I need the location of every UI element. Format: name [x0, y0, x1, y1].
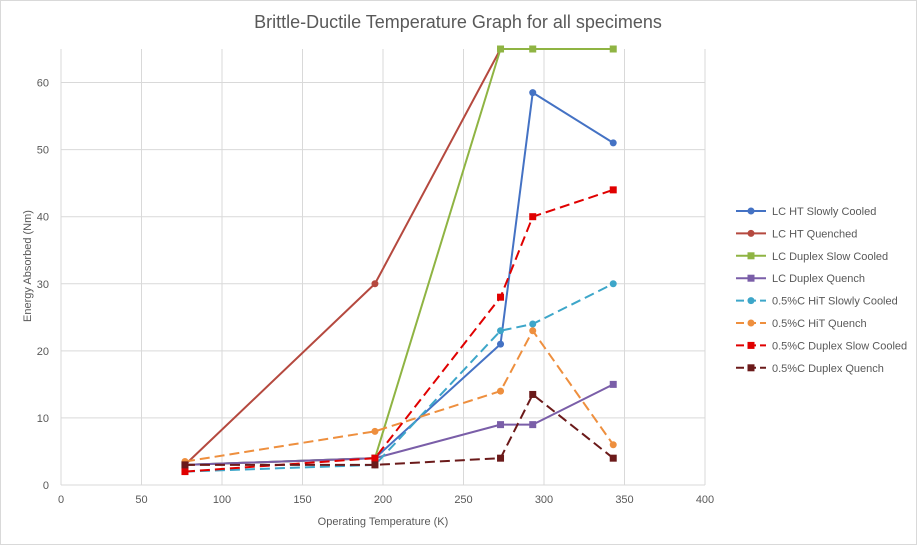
data-point — [371, 280, 379, 288]
data-point — [529, 213, 537, 221]
data-point — [497, 45, 505, 53]
data-point — [609, 454, 617, 462]
data-point — [529, 320, 537, 328]
legend-label: LC Duplex Slow Cooled — [772, 251, 888, 263]
legend-item: LC HT Quenched — [736, 228, 857, 240]
legend-label: LC HT Slowly Cooled — [772, 206, 876, 218]
data-point — [497, 387, 505, 395]
data-point — [609, 45, 617, 53]
y-tick-label: 20 — [37, 346, 49, 358]
y-tick-label: 40 — [37, 212, 49, 224]
data-point — [609, 186, 617, 194]
data-point — [529, 421, 537, 429]
data-point — [371, 454, 379, 462]
data-point — [497, 421, 505, 429]
x-tick-label: 200 — [374, 494, 392, 506]
legend-label: 0.5%C Duplex Quench — [772, 363, 884, 375]
y-tick-label: 50 — [37, 145, 49, 157]
x-tick-label: 0 — [58, 494, 64, 506]
series-group — [181, 186, 617, 476]
x-axis-title: Operating Temperature (K) — [318, 516, 449, 528]
x-tick-label: 150 — [293, 494, 311, 506]
legend-marker — [747, 319, 755, 327]
y-tick-label: 30 — [37, 279, 49, 291]
data-point — [497, 340, 505, 348]
legend-item: LC HT Slowly Cooled — [736, 206, 876, 218]
legend-label: LC Duplex Quench — [772, 273, 865, 285]
data-point — [181, 468, 189, 476]
x-tick-label: 50 — [135, 494, 147, 506]
legend-marker — [747, 252, 755, 260]
series-line — [184, 282, 614, 473]
x-tick-label: 100 — [213, 494, 231, 506]
legend-marker — [747, 297, 755, 305]
x-tick-label: 400 — [696, 494, 714, 506]
gridlines — [60, 49, 706, 486]
data-point — [529, 45, 537, 53]
data-point — [497, 454, 505, 462]
legend: LC HT Slowly Cooled LC HT Quenched LC Dupl… — [736, 206, 907, 375]
legend-label: LC HT Quenched — [772, 228, 857, 240]
data-point — [609, 380, 617, 388]
data-point — [371, 427, 379, 435]
data-point — [609, 441, 617, 449]
legend-item: 0.5%C HiT Quench — [736, 318, 867, 330]
legend-item: 0.5%C Duplex Quench — [736, 363, 884, 375]
legend-marker — [747, 274, 755, 282]
data-point — [529, 390, 537, 398]
legend-label: 0.5%C HiT Quench — [772, 318, 867, 330]
legend-label: 0.5%C Duplex Slow Cooled — [772, 340, 907, 352]
series-line — [184, 188, 614, 473]
x-tick-label: 350 — [615, 494, 633, 506]
axes: 0 50 100 150 200 250 300 350 400 0 10 20 30 40 50 60 — [37, 78, 714, 506]
legend-marker — [747, 341, 755, 349]
y-tick-label: 60 — [37, 78, 49, 90]
series-line — [184, 48, 502, 466]
chart-title: Brittle-Ductile Temperature Graph for al… — [254, 12, 662, 32]
data-point — [371, 461, 379, 469]
legend-item: 0.5%C Duplex Slow Cooled — [736, 340, 907, 352]
legend-marker — [747, 229, 755, 237]
y-tick-label: 0 — [43, 480, 49, 492]
series-group — [181, 89, 617, 469]
x-tick-label: 300 — [535, 494, 553, 506]
data-point — [497, 293, 505, 301]
series-line — [184, 91, 614, 466]
series-group — [181, 327, 617, 466]
data-point — [529, 327, 537, 335]
x-tick-label: 250 — [454, 494, 472, 506]
data-point — [609, 139, 617, 147]
legend-item: LC Duplex Quench — [736, 273, 865, 285]
plot-area — [181, 45, 617, 476]
y-tick-label: 10 — [37, 413, 49, 425]
data-point — [181, 461, 189, 469]
legend-marker — [747, 207, 755, 215]
legend-item: 0.5%C HiT Slowly Cooled — [736, 296, 898, 308]
legend-item: LC Duplex Slow Cooled — [736, 251, 888, 263]
data-point — [529, 89, 537, 97]
series-line — [184, 329, 615, 463]
y-axis-title: Energy Absorbed (Nm) — [22, 210, 34, 322]
data-point — [497, 327, 505, 335]
legend-marker — [747, 364, 755, 372]
legend-label: 0.5%C HiT Slowly Cooled — [772, 296, 898, 308]
series-group — [181, 390, 617, 469]
data-point — [609, 280, 617, 288]
